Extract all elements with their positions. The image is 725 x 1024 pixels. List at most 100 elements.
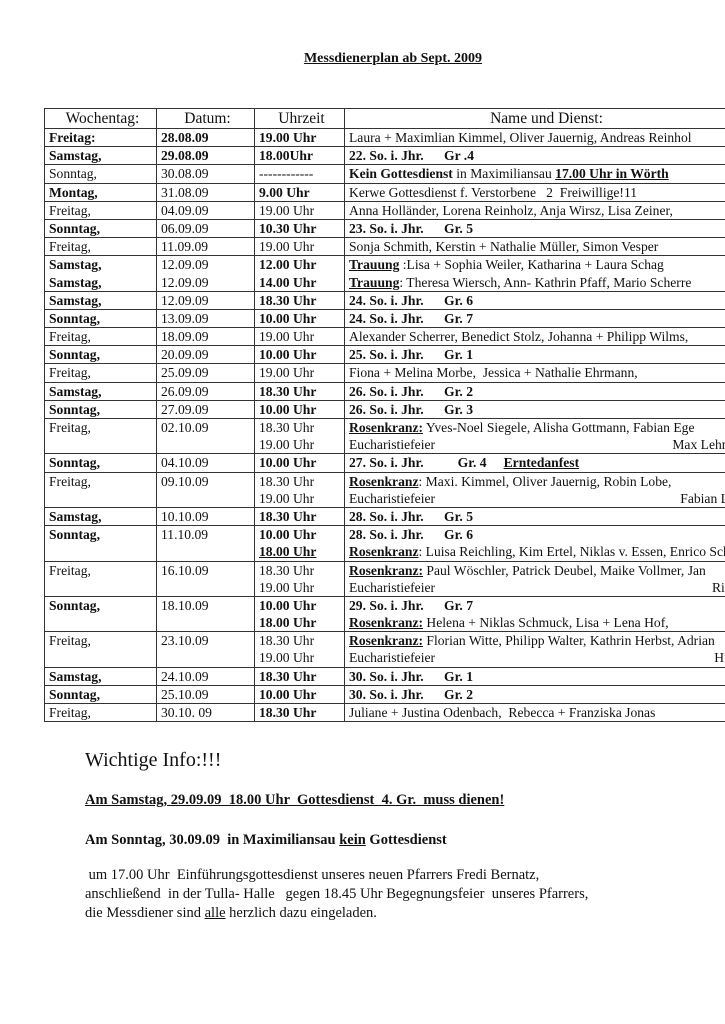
service-text: Rosenkranz: <box>349 615 424 631</box>
weekday <box>49 614 156 631</box>
service-text: Rosenkranz <box>349 473 419 489</box>
time-cell: 18.30 Uhr 19.00 Uhr <box>254 631 345 668</box>
weekday: Freitag, <box>49 365 91 381</box>
time-cell: 10.00 Uhr <box>254 399 345 420</box>
date-cell: 30.10. 09 <box>156 702 255 723</box>
time-cell: 19.00 Uhr <box>254 363 345 383</box>
time-text: 18.30 Uhr <box>259 562 315 578</box>
service-text: Helena + Niklas Schmuck, Lisa + Lena Hof… <box>423 615 669 631</box>
weekday-cell: Samstag, <box>44 146 157 166</box>
service-text: Juliane + Justina Odenbach, Rebecca + Fr… <box>349 705 656 720</box>
weekday <box>49 436 156 453</box>
service-text: Fiona + Melina Morbe, Jessica + Nathalie… <box>349 365 638 381</box>
weekday-cell: Freitag, <box>44 327 157 347</box>
date: 12.09.09 <box>161 274 209 290</box>
service-text: Yves-Noel Siegele, Alisha Gottmann, Fabi… <box>423 420 695 435</box>
service-line: 28. So. i. Jhr. Gr. 5 <box>349 508 725 524</box>
table-row: Sonntag, 18.10.09 10.00 Uhr 18.00 Uhr 29. So… <box>44 595 725 633</box>
service-line: Rosenkranz: Helena + Niklas Schmuck, Lis… <box>349 614 725 631</box>
time-text: 18.30 Uhr <box>259 292 317 308</box>
time-cell: 10.00 Uhr <box>254 453 345 473</box>
date-cell: 18.09.09 <box>156 327 255 347</box>
date: 12.09.09 <box>161 257 209 273</box>
time-text: 19.00 Uhr <box>259 130 317 145</box>
weekday: Freitag, <box>49 420 91 435</box>
table-row: Freitag, 25.09.09 19.00 Uhr Fiona + Melina … <box>44 363 725 383</box>
name-service-cell: 28. So. i. Jhr. Gr. 5 <box>344 506 725 527</box>
service-text: Eucharistiefeier <box>349 437 436 453</box>
weekday-cell: Sonntag, <box>44 345 157 365</box>
service-text: 26. So. i. Jhr. Gr. 3 <box>349 401 474 417</box>
time-text: 18.00 Uhr <box>259 544 317 560</box>
date-cell: 12.09.09 <box>156 290 255 310</box>
para-line-3a: die Messdiener sind <box>85 905 205 921</box>
table-row: Samstag, 29.08.09 18.00Uhr 22. So. i. Jhr. … <box>44 146 725 166</box>
time: 10.00 Uhr <box>259 347 344 363</box>
table-row: Sonntag, 20.09.09 10.00 Uhr 25. So. i. Jhr.… <box>44 345 725 365</box>
service-line: Laura + Maximlian Kimmel, Oliver Jauerni… <box>349 130 725 146</box>
date-cell: 04.09.09 <box>156 200 255 220</box>
time-cell: 19.00 Uhr <box>254 327 345 347</box>
time-cell: 19.00 Uhr <box>254 200 345 220</box>
name-service-cell: Fiona + Melina Morbe, Jessica + Nathalie… <box>344 363 725 383</box>
date-cell: 09.10.09 <box>156 471 255 508</box>
table-row: Sonntag, 13.09.09 10.00 Uhr 24. So. i. Jhr.… <box>44 308 725 329</box>
weekday: Sonntag, <box>49 220 100 236</box>
service-line: Juliane + Justina Odenbach, Rebecca + Fr… <box>349 705 725 721</box>
date: 06.09.09 <box>161 220 209 236</box>
time-text: 18.00Uhr <box>259 148 313 164</box>
time: 19.00 Uhr <box>259 239 344 255</box>
weekday: Freitag, <box>49 329 91 345</box>
weekday: Sonntag, <box>49 686 100 702</box>
time: 18.30 Uhr <box>259 705 344 721</box>
name-service-cell: Sonja Schmith, Kerstin + Nathalie Müller… <box>344 237 725 257</box>
time-cell: 18.30 Uhr <box>254 666 345 686</box>
weekday: Freitag, <box>49 202 91 218</box>
weekday-cell: Freitag, <box>44 363 157 383</box>
time-text: 18.30 Uhr <box>259 633 315 649</box>
service-line: Rosenkranz: Luisa Reichling, Kim Ertel, … <box>349 543 725 560</box>
time-text: 18.30 Uhr <box>259 383 317 399</box>
document-title: Messdienerplan ab Sept. 2009 <box>303 51 483 66</box>
notice-sunday: Am Sonntag, 30.09.09 in Maximiliansau ke… <box>85 832 447 849</box>
weekday: Samstag, <box>49 148 102 164</box>
time: 10.30 Uhr <box>259 220 344 236</box>
time: 19.00 Uhr <box>259 490 344 507</box>
service-line: 22. So. i. Jhr. Gr .4 <box>349 148 725 164</box>
time-text: 18.30 Uhr <box>259 668 317 684</box>
weekday: Sonntag, <box>49 455 100 471</box>
time-text: 19.00 Uhr <box>259 329 315 345</box>
service-name-right: Hugler <box>714 650 725 666</box>
name-service-cell: 22. So. i. Jhr. Gr .4 <box>344 146 725 166</box>
date-cell: 20.09.09 <box>156 345 255 365</box>
time: 19.00 Uhr <box>259 130 344 146</box>
date: 04.09.09 <box>161 202 209 218</box>
weekday-cell: Samstag, <box>44 506 157 527</box>
service-text: 29. So. i. Jhr. Gr. 7 <box>349 597 474 613</box>
date: 18.10.09 <box>161 597 209 613</box>
service-line: 28. So. i. Jhr. Gr. 6 <box>349 527 725 544</box>
time-text: 18.30 Uhr <box>259 473 315 489</box>
time-cell: 18.30 Uhr <box>254 702 345 723</box>
service-text: Trauung <box>349 257 400 273</box>
weekday <box>49 579 156 596</box>
schedule-table: Wochentag: Datum: Uhrzeit Name und Diens… <box>44 108 725 723</box>
table-row: Samstag, Samstag, 12.09.09 12.09.09 12.00 Uh… <box>44 255 725 292</box>
service-line: 26. So. i. Jhr. Gr. 3 <box>349 401 725 417</box>
weekday: Samstag, <box>49 508 102 524</box>
service-line: Kerwe Gottesdienst f. Verstorbene 2 Frei… <box>349 184 725 200</box>
date: 24.10.09 <box>161 668 209 684</box>
date-cell: 13.09.09 <box>156 308 255 329</box>
time-text: 10.00 Uhr <box>259 527 317 543</box>
table-row: Freitag, 04.09.09 19.00 Uhr Anna Holländer,… <box>44 200 725 220</box>
name-service-cell: 29. So. i. Jhr. Gr. 7 Rosenkranz: Helena … <box>344 595 725 633</box>
time: 18.30 Uhr <box>259 633 344 650</box>
service-line: 25. So. i. Jhr. Gr. 1 <box>349 347 725 363</box>
name-service-cell: Trauung :Lisa + Sophia Weiler, Katharina… <box>344 255 725 292</box>
date: 23.10.09 <box>161 633 209 649</box>
service-text: Anna Holländer, Lorena Reinholz, Anja Wi… <box>349 202 673 218</box>
service-text: 24. So. i. Jhr. Gr. 6 <box>349 292 474 308</box>
table-row: Samstag, 26.09.09 18.30 Uhr 26. So. i. Jhr.… <box>44 381 725 401</box>
table-row: Sonntag, 30.08.09 ------------ Kein Gottesd… <box>44 164 725 184</box>
para-alle: alle <box>204 905 226 921</box>
